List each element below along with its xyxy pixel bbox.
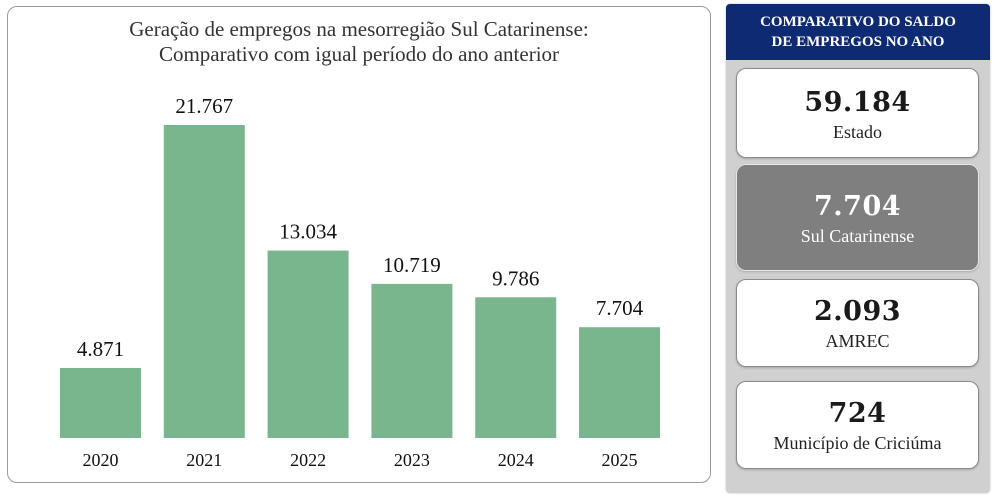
comparison-panel: COMPARATIVO DO SALDO DE EMPREGOS NO ANO … [726, 4, 990, 493]
stat-box-estado: 59.184 Estado [736, 68, 979, 158]
stat-value: 59.184 [804, 87, 911, 118]
stat-value: 724 [828, 398, 887, 429]
bar-chart: 4.871 2020 21.767 2021 13.034 2022 10.719 2023 9… [60, 94, 660, 470]
bar-value-label-2024: 9.786 [492, 266, 539, 290]
bar-value-label-2021: 21.767 [175, 94, 233, 118]
bar-value-label-2022: 13.034 [279, 220, 337, 244]
bar-value-label-2020: 4.871 [77, 337, 124, 361]
chart-title: Geração de empregos na mesorregião Sul C… [8, 17, 710, 67]
stat-label: Estado [833, 122, 882, 142]
bar-value-label-2025: 7.704 [596, 296, 644, 320]
stat-label: Município de Criciúma [773, 433, 942, 453]
stat-value: 7.704 [813, 191, 902, 222]
x-tick-label-2023: 2023 [394, 450, 430, 470]
x-tick-label-2025: 2025 [602, 450, 638, 470]
bar-2021 [163, 125, 245, 438]
stat-box-criciuma: 724 Município de Criciúma [736, 381, 979, 469]
bar-2025 [579, 327, 660, 438]
bar-2024 [475, 297, 557, 438]
x-tick-label-2022: 2022 [290, 450, 326, 470]
stat-label: AMREC [825, 331, 890, 351]
x-tick-label-2021: 2021 [186, 450, 222, 470]
x-tick-label-2020: 2020 [83, 450, 119, 470]
stat-label: Sul Catarinense [800, 226, 915, 246]
chart-card: Geração de empregos na mesorregião Sul C… [7, 6, 711, 483]
bar-value-label-2023: 10.719 [383, 253, 441, 277]
stat-box-amrec: 2.093 AMREC [736, 279, 979, 367]
panel-header-line-1: COMPARATIVO DO SALDO [760, 14, 956, 30]
x-tick-label-2024: 2024 [498, 450, 534, 470]
chart-title-line-2: Comparativo com igual período do ano ant… [158, 42, 560, 66]
stat-value: 2.093 [813, 296, 902, 327]
stat-box-sul-catarinense: 7.704 Sul Catarinense [736, 164, 979, 271]
panel-header: COMPARATIVO DO SALDO DE EMPREGOS NO ANO [726, 4, 990, 60]
bar-2020 [60, 367, 141, 438]
panel-header-line-2: DE EMPREGOS NO ANO [771, 34, 945, 50]
chart-title-line-1: Geração de empregos na mesorregião Sul C… [129, 17, 589, 41]
bar-2022 [267, 250, 349, 438]
bar-2023 [371, 283, 453, 438]
